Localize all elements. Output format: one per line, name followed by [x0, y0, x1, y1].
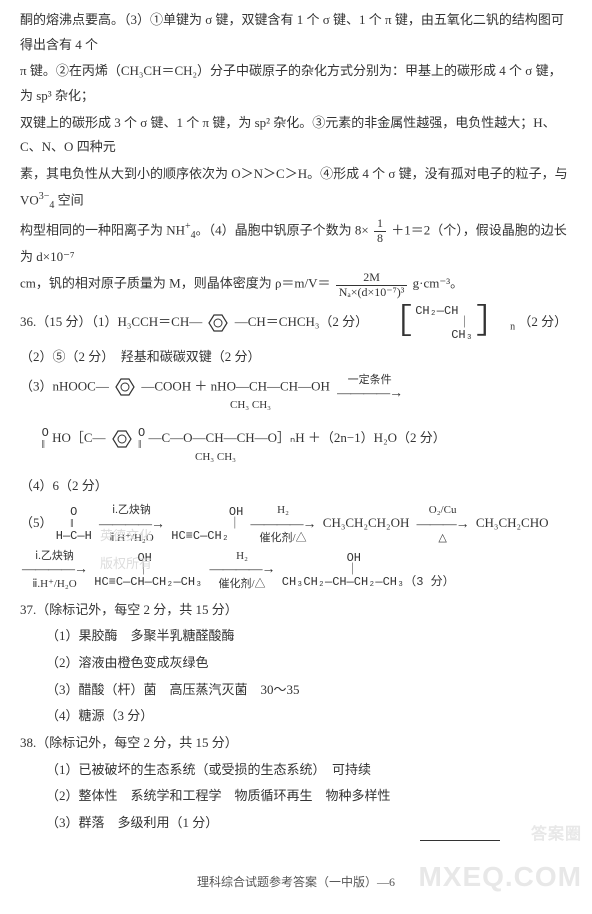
- formaldehyde: O ‖ H—C—H: [56, 506, 92, 542]
- para-line: 酮的熔沸点要高。（3）①单键为 σ 键，双键含有 1 个 σ 键、1 个 π 键…: [20, 8, 572, 57]
- q37-head: 37.（除标记外，每空 2 分，共 15 分）: [20, 598, 572, 623]
- watermark-mid: 版权所有: [100, 552, 152, 577]
- product-final: OH ｜ CH₃CH₂—CH—CH₂—CH₃（3 分）: [282, 552, 455, 588]
- para-line: cm，钒的相对原子质量为 M，则晶体密度为 ρ＝m/V＝ 2M Nₐ×(d×10…: [20, 271, 572, 298]
- para-line: 素，其电负性从大到小的顺序依次为 O＞N＞C＞H。④形成 4 个 σ 键，没有孤…: [20, 162, 572, 215]
- subscript-n: n: [510, 321, 515, 332]
- propargyl-alcohol: OH ｜ HC≡C—CH₂: [171, 506, 243, 542]
- para-line: π 键。②在丙烯（CH₃CH＝CH₂）分子中碳原子的杂化方式分别为：甲基上的碳形…: [20, 59, 572, 108]
- text: HO［C—: [52, 430, 105, 445]
- para-line: 双键上的碳形成 3 个 σ 键、1 个 π 键，为 sp² 杂化。③元素的非金属…: [20, 111, 572, 160]
- text: 空间: [54, 192, 83, 207]
- reaction-arrow: 一定条件 ————→: [337, 374, 402, 401]
- q36-line1: 36.（15 分）（1）H₃CCH＝CH— —CH＝CHCH₃（2 分） ［ C…: [20, 305, 572, 341]
- substituent: CH₃ CH₃: [230, 399, 271, 411]
- q37-l3: （3）醋酸（杆）菌 高压蒸汽灭菌 30～35: [20, 678, 572, 703]
- q38-l1: （1）已被破坏的生态系统（或受损的生态系统） 可持续: [20, 758, 572, 783]
- fraction: 1 8: [374, 217, 386, 244]
- text: 构型相同的一种阳离子为 NH: [20, 222, 185, 237]
- reaction-arrow: H₂ ————→ 催化剂/△: [210, 550, 275, 590]
- substituent: CH₃ CH₃: [195, 451, 236, 463]
- q36-line2: （2）⑤（2 分） 羟基和碳碳双键（2 分）: [20, 345, 572, 370]
- page-footer: 理科综合试题参考答案（一中版）—6: [20, 871, 572, 894]
- q36-line5: （4）6（2 分）: [20, 474, 572, 499]
- q37-l4: （4）糖源（3 分）: [20, 704, 572, 729]
- text: —COOH ＋ nHO—CH—CH—OH: [141, 378, 330, 393]
- q36-reaction-row1: （5） O ‖ H—C—H ⅰ.乙炔钠 ————→ ⅱ.H⁺/H₂O 英德文化 …: [20, 504, 572, 544]
- q37-l1: （1）果胶酶 多聚半乳糖醛酸酶: [20, 624, 572, 649]
- watermark-mid: 英德文化: [100, 524, 152, 549]
- divider: [420, 840, 500, 841]
- reaction-arrow: ⅰ.乙炔钠 ————→ ⅱ.H⁺/H₂O: [22, 550, 87, 590]
- reaction-arrow: H₂ ————→ 催化剂/△: [251, 504, 316, 544]
- q38-head: 38.（除标记外，每空 2 分，共 15 分）: [20, 731, 572, 756]
- denominator: Nₐ×(d×10⁻⁷)³: [336, 286, 408, 299]
- text: （2 分）: [518, 314, 567, 329]
- q38-l2: （2）整体性 系统学和工程学 物质循环再生 物种多样性: [20, 784, 572, 809]
- text: —C—O—CH—CH—O］ₙH ＋（2n−1）H₂O（2 分）: [148, 430, 445, 445]
- text: （3）nHOOC—: [20, 378, 109, 393]
- product: CH₃CH₂CHO: [476, 515, 549, 530]
- product: CH₃CH₂CH₂OH: [323, 515, 410, 530]
- q38-l3: （3）群落 多级利用（1 分）: [20, 811, 572, 836]
- text: 36.（15 分）（1）H₃CCH＝CH—: [20, 314, 202, 329]
- polymer-structure: CH₂—CH ｜ CH₃: [415, 305, 473, 341]
- numerator: 1: [374, 217, 386, 231]
- o-double: O ‖: [20, 427, 49, 451]
- numerator: 2M: [336, 271, 408, 285]
- text: 。（4）晶胞中钒原子个数为 8×: [196, 222, 369, 237]
- benzene-icon: [112, 376, 138, 398]
- q37-l2: （2）溶液由橙色变成灰绿色: [20, 651, 572, 676]
- text: 素，其电负性从大到小的顺序依次为 O＞N＞C＞H。④形成 4 个 σ 键，没有孤…: [20, 166, 568, 207]
- reaction-arrow: O₂/Cu ———→ △: [417, 504, 469, 544]
- bracket-right-icon: ］: [476, 306, 510, 340]
- para-line: 构型相同的一种阳离子为 NH+4。（4）晶胞中钒原子个数为 8× 1 8 ＋1＝…: [20, 217, 572, 270]
- text: g·cm⁻³。: [413, 276, 463, 291]
- q36-reaction-row2: ⅰ.乙炔钠 ————→ ⅱ.H⁺/H₂O 版权所有 OH ｜ HC≡C—CH—C…: [20, 550, 572, 590]
- denominator: 8: [374, 232, 386, 245]
- superscript: 3−: [39, 191, 50, 202]
- o-double: O ‖: [138, 427, 145, 451]
- benzene-icon: [109, 428, 135, 450]
- benzene-icon: [205, 312, 231, 334]
- fraction: 2M Nₐ×(d×10⁻⁷)³: [336, 271, 408, 298]
- bracket-left-icon: ［: [378, 306, 412, 340]
- label: （5）: [20, 515, 53, 530]
- text: cm，钒的相对原子质量为 M，则晶体密度为 ρ＝m/V＝: [20, 276, 331, 291]
- text: —CH＝CHCH₃（2 分）: [235, 314, 368, 329]
